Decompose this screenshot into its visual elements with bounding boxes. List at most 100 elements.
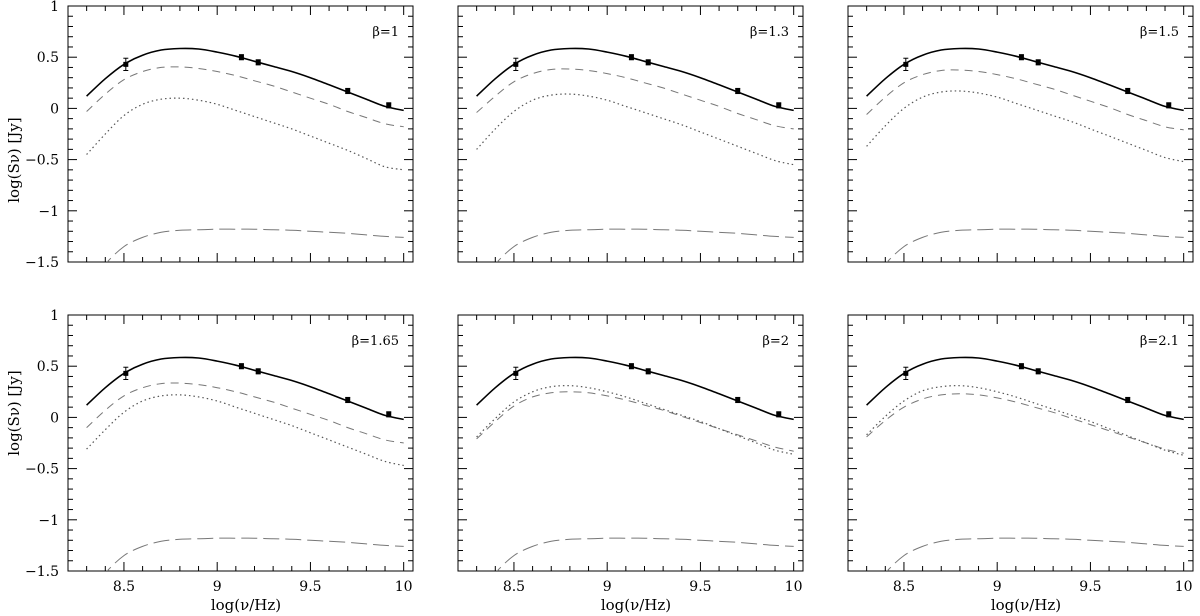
data-point <box>123 57 129 72</box>
series-long-dashed <box>106 228 404 262</box>
series-long-dashed <box>496 228 794 262</box>
beta-label: β=1.5 <box>1140 25 1179 40</box>
panel-6: 8.5 9 9.5 10 β=2.1 <box>847 314 1194 595</box>
point-marker <box>1125 88 1131 94</box>
plot-frame <box>457 5 804 263</box>
point-marker <box>386 411 392 417</box>
curves <box>476 356 794 571</box>
x-axis-title-middle: log(ν/Hz) <box>601 596 671 614</box>
point-marker <box>1018 54 1024 60</box>
data-point <box>1125 87 1131 95</box>
point-marker <box>123 370 129 376</box>
y-tick-label: 1 <box>50 0 59 15</box>
data-point <box>735 396 741 404</box>
data-point <box>513 57 519 72</box>
x-tick-label: 9 <box>213 579 222 595</box>
curves <box>476 47 794 262</box>
series-dashed <box>476 68 794 130</box>
point-marker <box>645 59 651 65</box>
x-tick-label: 8.5 <box>113 579 135 595</box>
y-tick-label: −1 <box>38 204 59 220</box>
curves <box>866 47 1184 262</box>
data-point <box>628 54 634 61</box>
data-point <box>776 411 782 418</box>
plot-frame <box>67 5 414 263</box>
point-marker <box>238 363 244 369</box>
series-total <box>86 47 404 112</box>
point-marker <box>513 61 519 67</box>
x-axis-title-left: log(ν/Hz) <box>211 596 281 614</box>
data-point <box>255 59 261 66</box>
series-dotted <box>86 394 404 467</box>
data-point <box>255 368 261 375</box>
data-point <box>903 366 909 381</box>
data-point <box>386 411 392 418</box>
x-tick-label: 9.5 <box>689 579 711 595</box>
data-point <box>1166 102 1172 109</box>
data-point <box>628 363 634 370</box>
point-marker <box>345 397 351 403</box>
point-marker <box>1035 368 1041 374</box>
x-tick-label: 10 <box>1175 579 1193 595</box>
series-dotted <box>86 97 404 171</box>
point-marker <box>513 370 519 376</box>
plot-frame <box>457 314 804 572</box>
point-marker <box>628 54 634 60</box>
panel-3: β=1.5 <box>847 5 1194 263</box>
series-long-dashed <box>106 537 404 571</box>
x-axis-title-right: log(ν/Hz) <box>991 596 1061 614</box>
point-marker <box>735 397 741 403</box>
point-marker <box>1166 102 1172 108</box>
data-point <box>1018 363 1024 370</box>
x-tick-label: 8.5 <box>893 579 915 595</box>
point-marker <box>776 411 782 417</box>
y-axis-title-top: log(Sν) [Jy] <box>5 117 23 203</box>
point-marker <box>903 61 909 67</box>
data-point <box>735 87 741 95</box>
data-point <box>903 57 909 72</box>
data-point <box>1166 411 1172 418</box>
point-marker <box>255 59 261 65</box>
series-total <box>866 356 1184 421</box>
point-marker <box>735 88 741 94</box>
series-total <box>476 47 794 112</box>
series-long-dashed <box>496 537 794 571</box>
curves <box>86 356 404 571</box>
series-total <box>476 356 794 421</box>
series-dashed <box>866 393 1184 454</box>
y-tick-label: −1.5 <box>25 564 59 580</box>
point-marker <box>1125 397 1131 403</box>
data-point <box>123 366 129 381</box>
series-dotted <box>476 93 794 166</box>
data-point <box>513 366 519 381</box>
plot-frame <box>847 5 1194 263</box>
series-dashed <box>866 69 1184 131</box>
y-tick-label: 1 <box>50 308 59 324</box>
point-marker <box>628 363 634 369</box>
series-total <box>86 356 404 421</box>
point-marker <box>1018 363 1024 369</box>
panel-1: −1.5 −1 −0.5 0 0.5 1 β=1 <box>25 0 414 271</box>
y-tick-label: −0.5 <box>25 153 59 169</box>
point-marker <box>1166 411 1172 417</box>
y-tick-label: 0.5 <box>37 50 59 66</box>
panel-5: 8.5 9 9.5 10 β=2 <box>457 314 804 595</box>
series-dotted <box>866 385 1184 456</box>
y-tick-label: −1.5 <box>25 255 59 271</box>
y-tick-label: 0.5 <box>37 359 59 375</box>
data-point <box>238 54 244 61</box>
data-point <box>645 59 651 66</box>
series-dotted <box>866 90 1184 163</box>
curves <box>86 47 404 262</box>
data-point <box>776 102 782 109</box>
data-point <box>386 102 392 109</box>
beta-label: β=2 <box>762 334 789 349</box>
beta-label: β=1.3 <box>750 25 789 40</box>
x-tick-label: 8.5 <box>503 579 525 595</box>
data-point <box>345 396 351 404</box>
point-marker <box>645 368 651 374</box>
curves <box>866 356 1184 571</box>
series-dotted <box>476 385 794 455</box>
panel-4: 8.5 9 9.5 10 −1.5 −1 −0.5 0 0.5 1 β=1.65 <box>25 308 414 595</box>
